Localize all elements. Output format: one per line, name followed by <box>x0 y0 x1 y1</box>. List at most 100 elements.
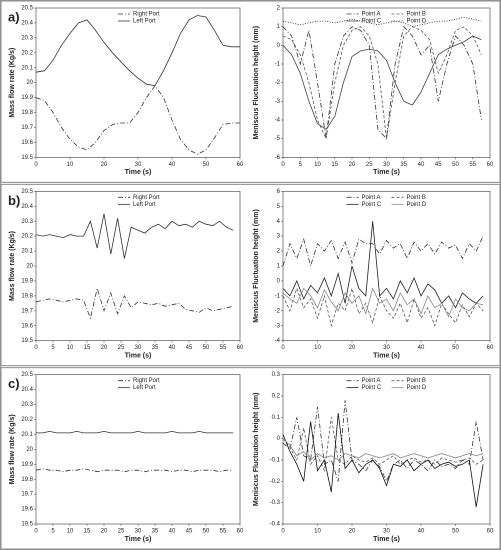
x-tick-label: 40 <box>169 345 176 351</box>
x-tick-label: 0 <box>281 529 285 535</box>
y-tick-label: -4 <box>275 338 281 344</box>
x-tick-label: 20 <box>101 529 108 535</box>
legend-label: Point A <box>362 12 381 18</box>
x-tick-label: 55 <box>220 529 227 535</box>
y-tick-label: 20.2 <box>21 234 33 240</box>
y-tick-label: 20.5 <box>21 372 33 378</box>
y-tick-label: 5 <box>277 204 281 210</box>
x-tick-label: 45 <box>435 162 442 168</box>
y-tick-label: 2 <box>277 6 281 12</box>
x-tick-label: 60 <box>487 345 494 351</box>
x-axis-label: Time (s) <box>373 169 400 176</box>
y-tick-label: 1 <box>277 24 281 30</box>
x-tick-label: 0 <box>281 345 285 351</box>
legend-label: Point D <box>407 202 427 208</box>
y-tick-label: 6 <box>277 189 281 195</box>
y-tick-label: 0.2 <box>272 394 281 400</box>
y-tick-label: 3 <box>277 234 281 240</box>
y-tick-label: 20.3 <box>21 35 33 41</box>
y-tick-label: -3 <box>275 323 281 329</box>
y-tick-label: 19.5 <box>21 522 33 528</box>
y-tick-label: 20.5 <box>21 6 33 12</box>
x-tick-label: 50 <box>203 529 210 535</box>
y-tick-label: 19.5 <box>21 155 33 161</box>
x-tick-label: 20 <box>101 162 108 168</box>
x-tick-label: 60 <box>487 529 494 535</box>
y-tick-label: 19.8 <box>21 477 33 483</box>
y-tick-label: -4 <box>275 118 281 124</box>
x-tick-label: 25 <box>366 162 373 168</box>
y-axis-label: Meniscus Fluctuation height (mm) <box>253 26 260 140</box>
y-axis-label: Mass flow rate (Kg/s) <box>9 48 16 118</box>
panel-frame <box>0 367 501 550</box>
panel-label: c) <box>8 376 20 391</box>
y-tick-label: 0.1 <box>272 415 281 421</box>
x-tick-label: 40 <box>418 529 425 535</box>
y-tick-label: 20.2 <box>21 417 33 423</box>
x-tick-label: 60 <box>237 162 244 168</box>
y-tick-label: 19.9 <box>21 95 33 101</box>
x-tick-label: 35 <box>152 345 159 351</box>
x-axis-label: Time (s) <box>373 536 400 543</box>
x-tick-label: 60 <box>237 529 244 535</box>
series-line <box>282 438 484 461</box>
y-tick-label: -2 <box>275 308 281 314</box>
x-tick-label: 45 <box>186 345 193 351</box>
x-tick-label: 60 <box>237 345 244 351</box>
y-tick-label: -0.4 <box>270 522 281 528</box>
series-line <box>282 35 482 130</box>
x-tick-label: 25 <box>118 529 125 535</box>
x-tick-label: 45 <box>186 529 193 535</box>
legend-label: Point A <box>362 195 381 201</box>
y-tick-label: 19.5 <box>21 338 33 344</box>
y-tick-label: -0.2 <box>270 479 281 485</box>
x-tick-label: 10 <box>314 162 321 168</box>
x-tick-label: 0 <box>34 162 38 168</box>
x-tick-label: 30 <box>383 345 390 351</box>
y-tick-label: 20 <box>26 264 33 270</box>
y-tick-label: -5 <box>275 136 281 142</box>
y-axis-label: Mass flow rate (Kg/s) <box>9 231 16 301</box>
x-tick-label: 30 <box>135 345 142 351</box>
y-tick-label: -0.3 <box>270 500 281 506</box>
x-tick-label: 30 <box>135 162 142 168</box>
x-tick-label: 10 <box>67 529 74 535</box>
y-tick-label: 19.7 <box>21 492 33 498</box>
series-line <box>35 286 234 320</box>
series-line <box>282 417 484 473</box>
x-tick-label: 50 <box>203 345 210 351</box>
legend-label: Left Port <box>133 385 156 391</box>
y-tick-label: 20 <box>26 447 33 453</box>
x-axis-label: Time (s) <box>125 353 152 360</box>
legend-label: Right Port <box>133 378 160 384</box>
x-tick-label: 50 <box>452 162 459 168</box>
x-tick-label: 5 <box>51 529 55 535</box>
y-tick-label: 19.8 <box>21 110 33 116</box>
series-line <box>282 26 482 141</box>
series-line <box>282 400 484 483</box>
x-tick-label: 55 <box>220 345 227 351</box>
y-tick-label: 20.3 <box>21 219 33 225</box>
y-tick-label: -3 <box>275 99 281 105</box>
y-tick-label: 20.3 <box>21 402 33 408</box>
y-tick-label: -1 <box>275 293 281 299</box>
legend-label: Point B <box>407 378 426 384</box>
legend-label: Point D <box>407 385 427 391</box>
y-tick-label: 0 <box>277 279 281 285</box>
x-tick-label: 10 <box>314 529 321 535</box>
y-axis-label: Meniscus Fluctuation height (mm) <box>253 209 260 323</box>
x-axis-label: Time (s) <box>125 169 152 176</box>
legend-label: Point D <box>407 19 427 25</box>
y-tick-label: 19.9 <box>21 462 33 468</box>
panel-frame <box>0 183 501 367</box>
y-tick-label: 19.6 <box>21 507 33 513</box>
x-tick-label: 40 <box>418 345 425 351</box>
x-tick-label: 50 <box>203 162 210 168</box>
y-tick-label: 1 <box>277 264 281 270</box>
y-tick-label: -2 <box>275 80 281 86</box>
y-axis-label: Meniscus Fluctuation height (mm) <box>253 393 260 507</box>
y-tick-label: 4 <box>277 219 281 225</box>
y-tick-label: 19.7 <box>21 125 33 131</box>
series-line <box>282 221 484 309</box>
